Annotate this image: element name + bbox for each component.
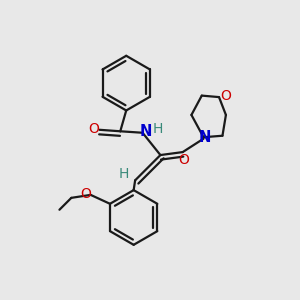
Text: O: O — [89, 122, 100, 136]
Text: N: N — [198, 130, 211, 145]
Text: O: O — [220, 89, 231, 103]
Text: H: H — [153, 122, 163, 136]
Text: O: O — [179, 152, 190, 167]
Text: O: O — [80, 187, 91, 201]
Text: N: N — [140, 124, 152, 140]
Text: H: H — [119, 167, 129, 182]
